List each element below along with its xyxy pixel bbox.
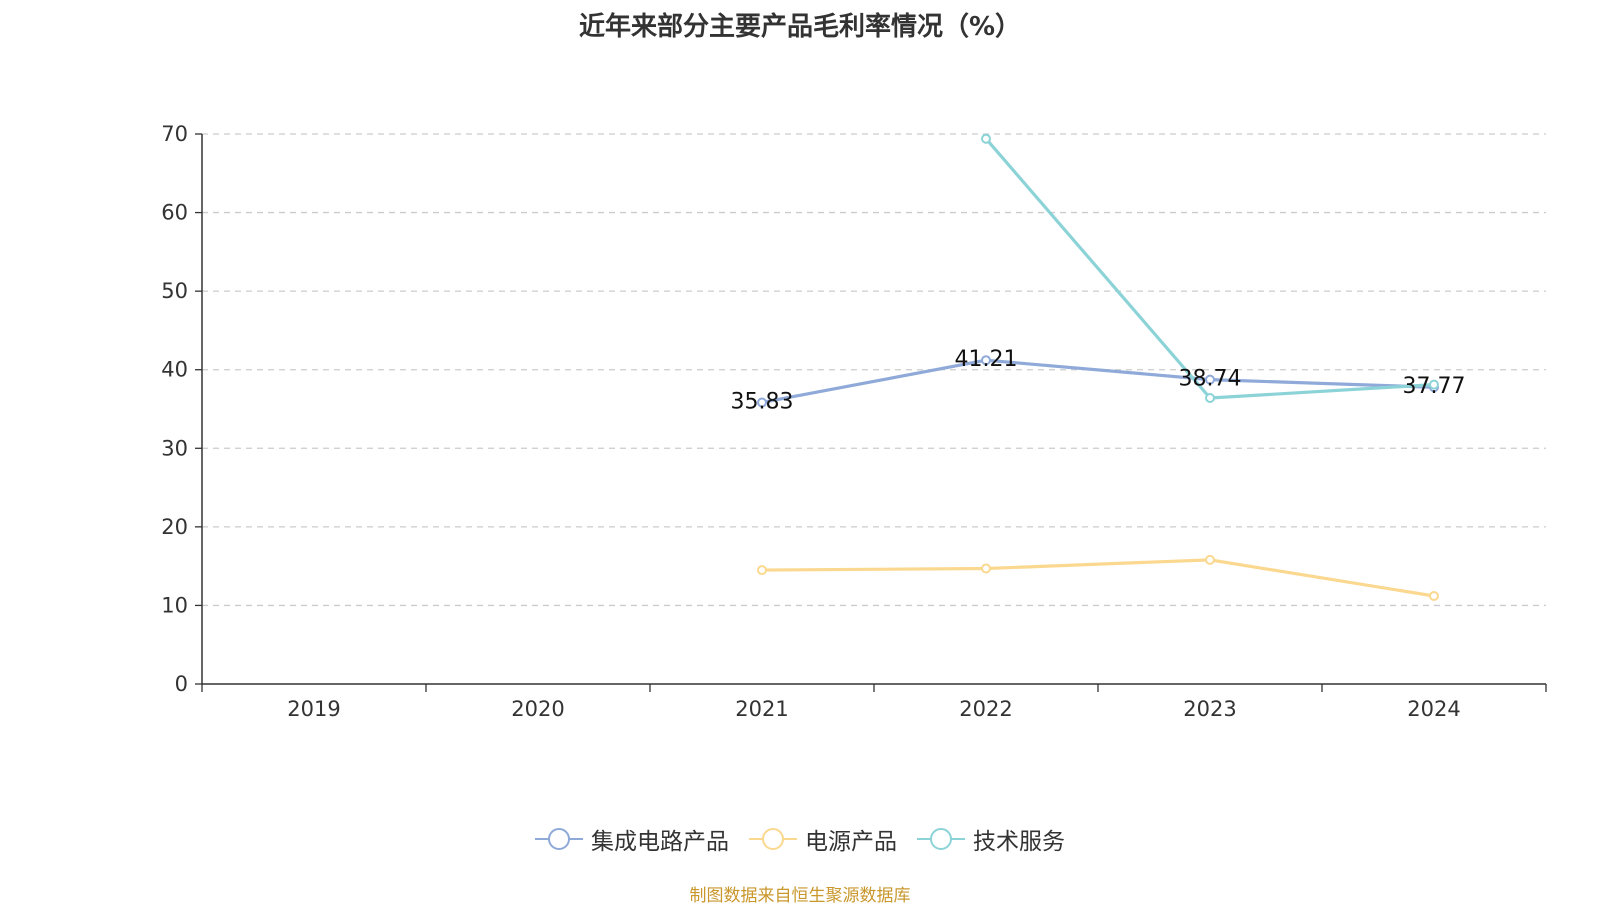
legend-circle-service	[930, 828, 952, 850]
legend-label-service: 技术服务	[973, 829, 1065, 855]
series-1-point-2021	[757, 565, 767, 576]
y-tick-label-40: 40	[161, 358, 188, 382]
legend-swatch-power-icon	[749, 828, 797, 850]
legend-label-power: 电源产品	[805, 829, 897, 855]
series-0-point-2022	[981, 355, 991, 366]
legend-item-power[interactable]: 电源产品	[749, 822, 897, 856]
x-tick-label-2022: 2022	[959, 697, 1012, 721]
y-tick-label-70: 70	[161, 122, 188, 146]
x-tick-label-2021: 2021	[735, 697, 788, 721]
legend-circle-ic	[548, 828, 570, 850]
y-tick-label-50: 50	[161, 279, 188, 303]
y-tick-label-0: 0	[175, 672, 188, 696]
x-tick-label-2023: 2023	[1183, 697, 1236, 721]
source-note: 制图数据来自恒生聚源数据库	[689, 886, 911, 906]
series-1-point-2022	[981, 563, 991, 574]
series-line-0	[760, 358, 1436, 405]
y-tick-label-20: 20	[161, 515, 188, 539]
series-2-point-2024	[1429, 379, 1439, 390]
series-0-point-2021	[757, 397, 767, 408]
chart-title: 近年来部分主要产品毛利率情况（%）	[578, 12, 1022, 42]
legend-circle-power	[762, 828, 784, 850]
legend-item-service[interactable]: 技术服务	[917, 822, 1065, 856]
data-label-0-2022: 41.21	[955, 347, 1018, 372]
series-line-2	[984, 137, 1436, 400]
series-2-point-2023	[1205, 393, 1215, 403]
legend-swatch-ic-icon	[535, 828, 583, 850]
legend: 集成电路产品 电源产品 技术服务	[0, 822, 1600, 856]
series-2-point-2022	[981, 133, 991, 144]
x-tick-label-2024: 2024	[1407, 697, 1460, 721]
y-tick-label-30: 30	[161, 436, 188, 460]
y-tick-label-60: 60	[161, 201, 188, 225]
data-label-0-2021: 35.83	[731, 389, 794, 414]
x-tick-label-2019: 2019	[287, 697, 340, 721]
series-line-1	[760, 558, 1436, 598]
series-1-point-2024	[1429, 591, 1439, 601]
legend-label-ic: 集成电路产品	[591, 829, 729, 855]
legend-swatch-service-icon	[917, 828, 965, 850]
legend-item-ic[interactable]: 集成电路产品	[535, 822, 729, 856]
series-1-point-2023	[1205, 554, 1215, 565]
data-label-0-2024: 37.77	[1403, 374, 1466, 399]
x-tick-label-2020: 2020	[511, 697, 564, 721]
series-0-point-2023	[1205, 374, 1215, 385]
y-tick-label-10: 10	[161, 593, 188, 617]
data-label-0-2023: 38.74	[1179, 367, 1242, 392]
